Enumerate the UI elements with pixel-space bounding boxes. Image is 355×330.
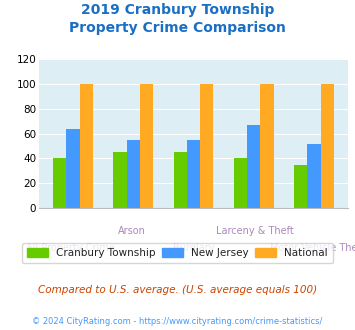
Bar	[66, 129, 80, 208]
Text: Motor Vehicle Theft: Motor Vehicle Theft	[270, 243, 355, 252]
Bar	[174, 152, 187, 208]
Bar	[127, 140, 140, 208]
Text: Arson: Arson	[118, 226, 146, 236]
Bar	[140, 84, 153, 208]
Bar	[113, 152, 127, 208]
Bar	[260, 84, 274, 208]
Bar	[234, 158, 247, 208]
Bar	[80, 84, 93, 208]
Text: Burglary: Burglary	[173, 243, 214, 252]
Bar	[200, 84, 213, 208]
Bar	[307, 144, 321, 208]
Text: 2019 Cranbury Township
Property Crime Comparison: 2019 Cranbury Township Property Crime Co…	[69, 3, 286, 35]
Bar	[247, 125, 260, 208]
Text: All Property Crime: All Property Crime	[26, 243, 114, 252]
Text: Compared to U.S. average. (U.S. average equals 100): Compared to U.S. average. (U.S. average …	[38, 285, 317, 295]
Text: Larceny & Theft: Larceny & Theft	[216, 226, 294, 236]
Bar	[321, 84, 334, 208]
Bar	[294, 165, 307, 208]
Legend: Cranbury Township, New Jersey, National: Cranbury Township, New Jersey, National	[22, 243, 333, 263]
Bar	[187, 140, 200, 208]
Bar	[53, 158, 66, 208]
Text: © 2024 CityRating.com - https://www.cityrating.com/crime-statistics/: © 2024 CityRating.com - https://www.city…	[32, 317, 323, 326]
